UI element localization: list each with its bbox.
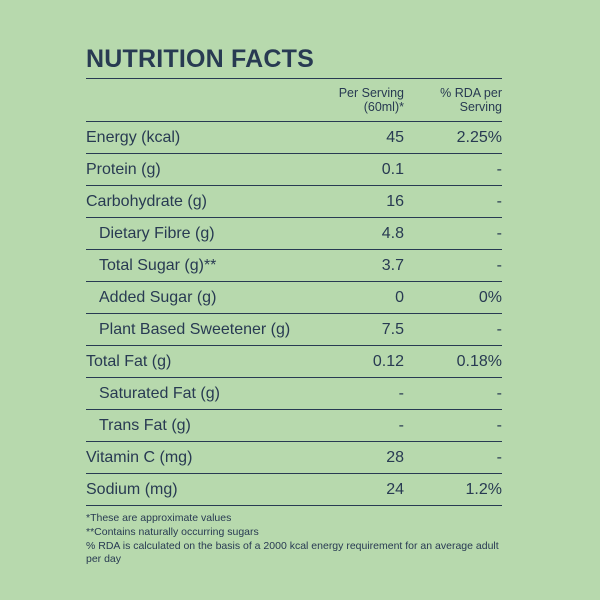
table-row: Vitamin C (mg) 28 -	[86, 442, 502, 474]
header-per-serving: Per Serving (60ml)*	[300, 79, 404, 114]
rda-value: -	[496, 384, 502, 402]
table-row: Protein (g) 0.1 -	[86, 154, 502, 186]
table-row: Total Sugar (g)** 3.7 -	[86, 250, 502, 282]
nutrient-name: Energy (kcal)	[86, 128, 181, 146]
nutrient-name: Vitamin C (mg)	[86, 448, 193, 466]
nutrient-name: Sodium (mg)	[86, 480, 178, 498]
table-row: Sodium (mg) 24 1.2%	[86, 474, 502, 506]
table-row: Added Sugar (g) 0 0%	[86, 282, 502, 314]
table-row: Dietary Fibre (g) 4.8 -	[86, 218, 502, 250]
nutrient-name: Added Sugar (g)	[99, 288, 217, 306]
footnote-approximate: *These are approximate values	[86, 512, 232, 524]
rda-value: 0%	[478, 288, 502, 306]
table-row: Carbohydrate (g) 16 -	[86, 186, 502, 218]
per-serving-value: 0.1	[381, 160, 404, 178]
nutrient-name: Carbohydrate (g)	[86, 192, 207, 210]
table-row: Saturated Fat (g) - -	[86, 378, 502, 410]
table-row: Plant Based Sweetener (g) 7.5 -	[86, 314, 502, 346]
nutrient-name: Total Sugar (g)**	[99, 256, 217, 274]
header-rda-line2: Serving	[459, 100, 502, 114]
nutrient-name: Dietary Fibre (g)	[99, 224, 215, 242]
header-rda-line1: % RDA per	[440, 86, 502, 100]
nutrient-name: Protein (g)	[86, 160, 161, 178]
footnote-rda: % RDA is calculated on the basis of a 20…	[86, 540, 499, 565]
nutrition-table-body: Energy (kcal) 45 2.25% Protein (g) 0.1- Carbo…	[86, 122, 502, 506]
nutrition-facts-panel: NUTRITION FACTS Per Serving (60ml)* % RD…	[86, 44, 502, 567]
per-serving-value: 0.12	[372, 352, 404, 370]
table-header: Per Serving (60ml)* % RDA per Serving	[86, 79, 502, 122]
rda-value: 1.2%	[465, 480, 502, 498]
footnotes: *These are approximate values **Contains…	[86, 512, 502, 566]
table-row: Energy (kcal) 45 2.25%	[86, 122, 502, 154]
page-title: NUTRITION FACTS	[86, 44, 502, 79]
per-serving-value: 3.7	[381, 256, 404, 274]
nutrient-name: Total Fat (g)	[86, 352, 172, 370]
rda-value: 2.25%	[456, 128, 502, 146]
per-serving-value: 16	[386, 192, 404, 210]
table-row: Trans Fat (g) - -	[86, 410, 502, 442]
rda-value: 0.18%	[456, 352, 502, 370]
per-serving-value: 4.8	[381, 224, 404, 242]
rda-value: -	[496, 416, 502, 434]
rda-value: -	[496, 192, 502, 210]
nutrient-name: Saturated Fat (g)	[99, 384, 220, 402]
rda-value: -	[496, 256, 502, 274]
per-serving-value: 28	[386, 448, 404, 466]
rda-value: -	[496, 224, 502, 242]
per-serving-value: -	[398, 384, 404, 402]
per-serving-value: 0	[395, 288, 404, 306]
nutrient-name: Plant Based Sweetener (g)	[99, 320, 291, 338]
header-rda: % RDA per Serving	[404, 79, 502, 114]
rda-value: -	[496, 160, 502, 178]
table-row: Total Fat (g) 0.12 0.18%	[86, 346, 502, 378]
header-per-serving-line2: (60ml)*	[363, 100, 404, 114]
rda-value: -	[496, 320, 502, 338]
header-per-serving-line1: Per Serving	[338, 86, 404, 100]
nutrient-name: Trans Fat (g)	[99, 416, 191, 434]
rda-value: -	[496, 448, 502, 466]
per-serving-value: 45	[386, 128, 404, 146]
footnote-sugars: **Contains naturally occurring sugars	[86, 526, 259, 538]
per-serving-value: 24	[386, 480, 404, 498]
per-serving-value: 7.5	[381, 320, 404, 338]
per-serving-value: -	[398, 416, 404, 434]
